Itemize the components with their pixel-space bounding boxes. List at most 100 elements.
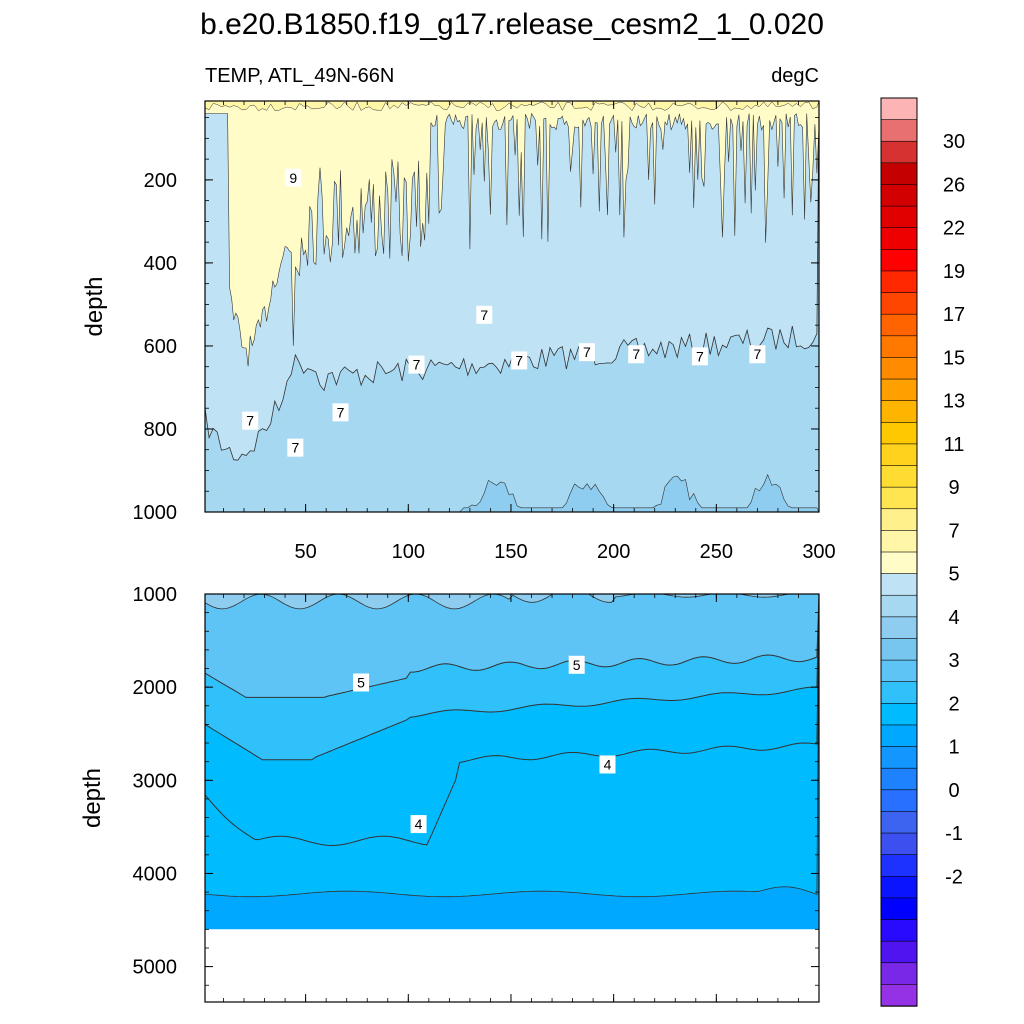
colorbar-label: 5 — [948, 564, 959, 586]
contour-label-text: 7 — [337, 404, 345, 420]
contour-label-text: 5 — [573, 657, 581, 673]
x-tick-label: 50 — [294, 541, 316, 563]
colorbar-label: 30 — [943, 131, 965, 153]
y-tick-label: 3000 — [133, 770, 178, 792]
contour-label-text: 4 — [415, 816, 423, 832]
contour-label-text: 4 — [604, 756, 612, 772]
colorbar-swatch — [880, 875, 918, 899]
upper-frame — [204, 100, 820, 513]
variable-label: TEMP, ATL_49N-66N — [205, 65, 394, 87]
colorbar-swatch — [880, 616, 918, 640]
contour-label: 7 — [511, 351, 528, 370]
contour-label-text: 5 — [357, 674, 365, 690]
contour-label: 7 — [476, 305, 493, 324]
colorbar-swatch — [880, 270, 918, 294]
x-tick-label: 100 — [392, 541, 425, 563]
colorbar-swatch — [880, 119, 918, 142]
colorbar-swatch — [880, 292, 918, 315]
contour-label: 5 — [568, 655, 585, 674]
colorbar-swatch — [880, 962, 918, 986]
colorbar-label: 19 — [943, 261, 965, 283]
contour-label-text: 7 — [632, 346, 640, 362]
colorbar-swatch — [880, 486, 918, 510]
colorbar-swatch — [880, 919, 918, 942]
contour-label: 7 — [408, 355, 425, 374]
contour-label: 7 — [691, 347, 708, 366]
colorbar-swatch — [880, 811, 918, 834]
band-5 — [205, 594, 819, 698]
y-tick-label: 600 — [144, 336, 177, 358]
upper-y-axis-label: depth — [81, 276, 108, 336]
colorbar-label: 3 — [948, 650, 959, 672]
contour-label: 7 — [242, 411, 259, 430]
colorbar-swatch — [880, 897, 918, 921]
upper-panel: 9 7 7 7 7 7 7 7 7 7 7 50 100 150 200 250 300 200 400 600 800… — [81, 100, 836, 563]
y-tick-label: 4000 — [133, 863, 178, 885]
colorbar-swatch — [880, 724, 918, 748]
contour-label: 7 — [749, 345, 766, 364]
colorbar-label: 22 — [943, 218, 965, 240]
contour-label: 5 — [353, 673, 370, 692]
colorbar-swatch — [880, 854, 918, 877]
colorbar-swatch — [880, 421, 918, 445]
colorbar-swatch — [880, 205, 918, 229]
contour-label-text: 7 — [696, 348, 704, 364]
colorbar-swatch — [880, 227, 918, 251]
contour-label: 7 — [628, 345, 645, 364]
band-5-6 — [205, 473, 819, 512]
colorbar-swatch — [880, 400, 918, 423]
colorbar-swatch — [880, 681, 918, 705]
colorbar-label: -2 — [945, 866, 963, 888]
contour-label-text: 7 — [291, 440, 299, 456]
colorbar-label: 4 — [948, 607, 959, 629]
x-tick-label: 250 — [700, 541, 733, 563]
colorbar-swatch — [880, 508, 918, 532]
y-tick-label: 2000 — [133, 677, 178, 699]
lower-frame — [204, 593, 820, 1003]
colorbar-label: 26 — [943, 175, 965, 197]
units-label: degC — [771, 65, 819, 87]
colorbar-swatch — [880, 249, 918, 272]
colorbar-label: -1 — [945, 823, 963, 845]
contour-label: 9 — [285, 168, 302, 187]
band-11-13 — [205, 101, 819, 112]
colorbar: 30 26 22 19 17 15 13 11 9 7 5 4 3 2 1 0 -1 -2 — [880, 97, 965, 1007]
contour-label-text: 7 — [480, 307, 488, 323]
contour-label-text: 7 — [413, 357, 421, 373]
band-5-6 — [205, 594, 819, 610]
colorbar-swatch — [880, 789, 918, 813]
x-tick-label: 200 — [597, 541, 630, 563]
x-tick-label: 300 — [802, 541, 835, 563]
colorbar-swatch — [880, 767, 918, 791]
y-tick-label: 1000 — [133, 584, 178, 606]
colorbar-swatch — [880, 97, 918, 121]
contour-label-text: 7 — [583, 344, 591, 360]
colorbar-swatch — [880, 465, 918, 488]
colorbar-swatch — [880, 573, 918, 596]
colorbar-swatch — [880, 140, 918, 164]
colorbar-label: 2 — [948, 693, 959, 715]
y-tick-label: 800 — [144, 419, 177, 441]
colorbar-swatch — [880, 357, 918, 380]
colorbar-swatch — [880, 832, 918, 856]
colorbar-swatch — [880, 313, 918, 337]
colorbar-swatch — [880, 984, 918, 1007]
colorbar-swatch — [880, 162, 918, 186]
contour-label-text: 9 — [289, 170, 297, 186]
y-tick-label: 400 — [144, 253, 177, 275]
chart-title: b.e20.B1850.f19_g17.release_cesm2_1_0.02… — [200, 8, 824, 41]
contour-label-text: 7 — [515, 352, 523, 368]
colorbar-swatch — [880, 638, 918, 661]
colorbar-frame — [880, 97, 918, 1007]
contour-label: 4 — [410, 815, 427, 834]
lower-panel: 5 5 4 4 1000 2000 3000 4000 5000 depth — [79, 584, 820, 1003]
x-tick-label: 150 — [494, 541, 527, 563]
contour-label: 7 — [578, 343, 595, 362]
colorbar-label: 15 — [943, 347, 965, 369]
colorbar-label: 13 — [943, 391, 965, 413]
colorbar-label: 0 — [948, 780, 959, 802]
y-tick-label: 5000 — [133, 957, 178, 979]
colorbar-label: 11 — [944, 434, 965, 456]
contour-label-text: 7 — [753, 346, 761, 362]
band-9-11 — [205, 101, 819, 367]
